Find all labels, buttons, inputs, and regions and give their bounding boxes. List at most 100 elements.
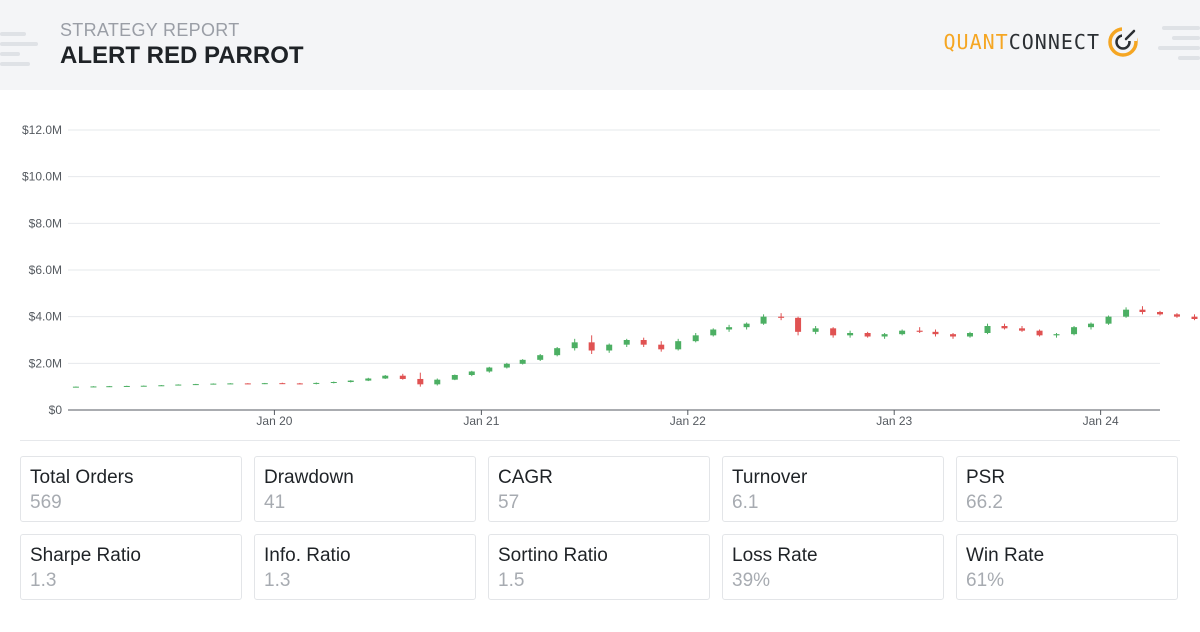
candle-body (795, 317, 802, 332)
stat-card-drawdown: Drawdown 41 (254, 456, 476, 522)
candle-up (90, 386, 97, 388)
stat-value: 39% (732, 570, 771, 591)
decoration-line (0, 32, 26, 36)
candle-up (175, 384, 182, 386)
candle-up (106, 385, 113, 388)
candle-up (1053, 333, 1060, 338)
candle-up (72, 386, 79, 388)
candle-down (640, 337, 647, 347)
candle-body (72, 386, 79, 388)
candle-body (261, 383, 268, 385)
candle-up (468, 370, 475, 377)
stat-label: Sharpe Ratio (30, 545, 141, 566)
candle-body (1019, 328, 1026, 331)
candle-body (1036, 330, 1043, 336)
report-subtitle: STRATEGY REPORT (60, 20, 240, 40)
candle-body (588, 342, 595, 351)
stat-label: Turnover (732, 467, 808, 488)
candle-body (434, 379, 441, 385)
candle-up (330, 381, 337, 384)
stat-value: 57 (498, 492, 520, 513)
candle-body (726, 327, 733, 330)
y-tick-label: $4.0M (29, 310, 62, 324)
brand-text-connect: CONNECT (1008, 30, 1100, 54)
stat-value: 1.3 (264, 570, 291, 591)
candle-up (623, 338, 630, 347)
candle-body (623, 340, 630, 345)
candle-down (778, 313, 785, 321)
stat-card-cagr: CAGR 57 (488, 456, 710, 522)
candle-body (1071, 327, 1078, 335)
candle-body (743, 323, 750, 328)
candle-body (347, 380, 354, 382)
stat-value: 569 (30, 492, 62, 513)
candle-body (192, 384, 199, 386)
candle-body (244, 383, 251, 385)
candle-up (140, 385, 147, 387)
brand-text-quant: QUANT (943, 30, 1009, 54)
candle-up (158, 385, 165, 387)
chart-grid (68, 129, 1160, 415)
candle-body (710, 329, 717, 336)
candle-up (675, 338, 682, 351)
candle-up (537, 354, 544, 361)
candle-body (537, 355, 544, 360)
candle-body (210, 383, 217, 385)
stat-label: Win Rate (966, 545, 1045, 566)
candle-body (1191, 316, 1198, 319)
y-tick-label: $2.0M (29, 356, 62, 370)
candle-up (692, 333, 699, 343)
x-tick-label: Jan 21 (463, 414, 499, 428)
y-tick-label: $8.0M (29, 216, 62, 230)
candle-body (1157, 312, 1163, 315)
candle-down (864, 331, 871, 338)
candle-up (382, 375, 389, 379)
decoration-line (0, 62, 30, 66)
candle-body (296, 383, 303, 385)
stat-label: Sortino Ratio (498, 545, 608, 566)
candle-down (950, 333, 957, 339)
report-header: STRATEGY REPORT ALERT RED PARROT QUANT C… (0, 0, 1200, 90)
candle-body (175, 384, 182, 386)
candle-down (244, 383, 251, 385)
candle-up (1123, 307, 1130, 318)
decoration-line (1158, 46, 1200, 50)
stat-value: 6.1 (732, 492, 759, 513)
candle-down (658, 341, 665, 352)
candle-body (313, 382, 320, 384)
y-axis-labels: $0 $2.0M $4.0M $6.0M $8.0M $10.0M $12.0M (22, 123, 62, 417)
candle-down (588, 335, 595, 354)
candle-body (899, 330, 906, 335)
candle-up (227, 383, 234, 385)
candle-body (417, 378, 424, 385)
candle-down (1173, 313, 1180, 318)
candle-down (916, 327, 923, 333)
x-tick-label: Jan 20 (256, 414, 292, 428)
section-divider (20, 440, 1180, 441)
candle-up (503, 362, 510, 369)
candle-up (210, 383, 217, 385)
candle-up (365, 377, 372, 382)
stat-label: CAGR (498, 467, 553, 488)
candle-up (313, 382, 320, 385)
decoration-line (1178, 56, 1200, 60)
candle-up (984, 323, 991, 335)
candle-up (847, 330, 854, 338)
candle-up (486, 366, 493, 373)
candle-body (812, 328, 819, 332)
candle-up (347, 380, 354, 383)
x-axis-labels: Jan 20 Jan 21 Jan 22 Jan 23 Jan 24 (256, 414, 1119, 428)
candle-down (830, 327, 837, 338)
stat-card-win-rate: Win Rate 61% (956, 534, 1178, 600)
quantconnect-logo[interactable]: QUANT CONNECT (943, 24, 1140, 60)
candle-down (279, 382, 286, 385)
candle-down (296, 382, 303, 385)
candles (72, 306, 1198, 388)
candle-body (847, 333, 854, 336)
candle-body (123, 385, 130, 387)
candle-down (1191, 314, 1198, 321)
stat-label: Loss Rate (732, 545, 818, 566)
candle-down (1157, 310, 1163, 316)
candle-up (899, 329, 906, 336)
stat-card-turnover: Turnover 6.1 (722, 456, 944, 522)
